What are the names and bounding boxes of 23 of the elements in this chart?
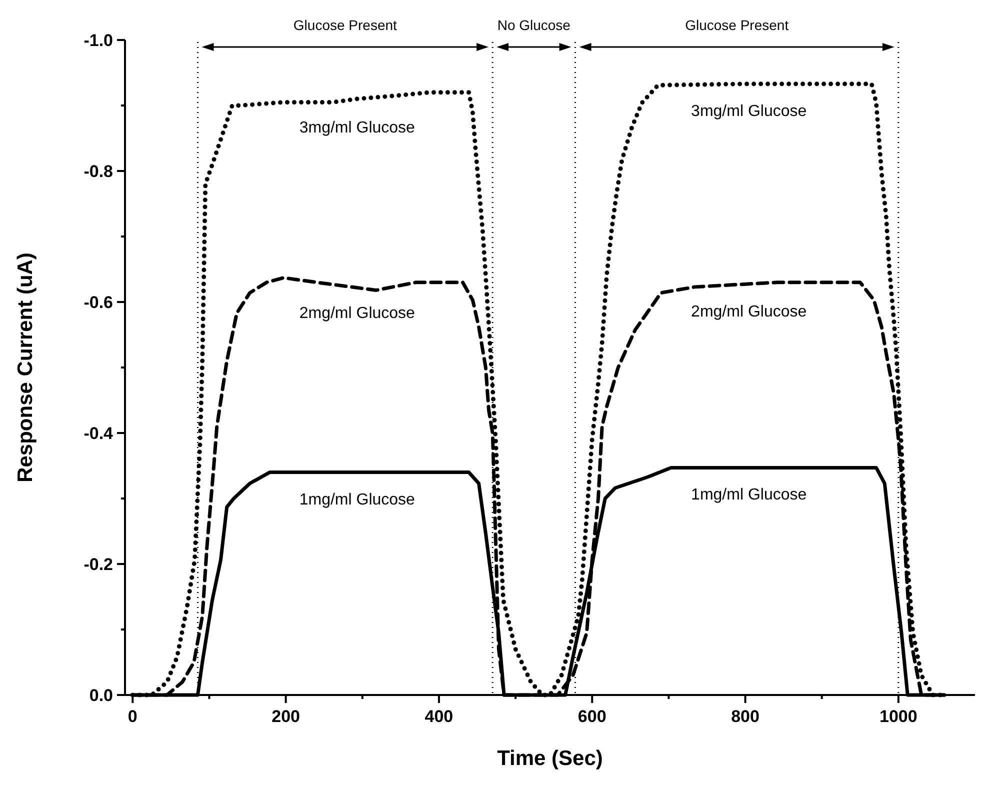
text: No Glucose (497, 17, 571, 33)
text: 3mg/ml Glucose (691, 103, 807, 120)
y-tick-label: -1.0 (84, 31, 113, 50)
x-tick-label: 1000 (880, 707, 918, 726)
y-tick-label: -0.6 (84, 293, 113, 312)
y-tick-label: -0.2 (84, 555, 113, 574)
x-tick-label: 400 (424, 707, 454, 726)
x-tick-label: 0 (128, 707, 138, 726)
y-tick-label: -0.8 (84, 162, 113, 181)
series-label: 3mg/ml Glucose (299, 120, 416, 137)
text: 1mg/ml Glucose (691, 486, 807, 504)
x-axis-title: Time (Sec) (497, 747, 603, 770)
y-axis-title: Response Current (uA) (14, 252, 37, 482)
x-tick-label: 200 (272, 707, 300, 726)
y-tick-label: -0.4 (84, 424, 114, 443)
x-tick-label: 800 (731, 707, 760, 726)
text: Glucose Present (685, 17, 789, 33)
text: Glucose Present (293, 17, 398, 33)
series-label: 1mg/ml Glucose (299, 491, 416, 508)
y-tick-label: 0.0 (89, 686, 113, 705)
x-tick-label: 600 (578, 707, 606, 726)
series-label: 2mg/ml Glucose (691, 304, 807, 321)
text: 2mg/ml Glucose (299, 305, 415, 322)
